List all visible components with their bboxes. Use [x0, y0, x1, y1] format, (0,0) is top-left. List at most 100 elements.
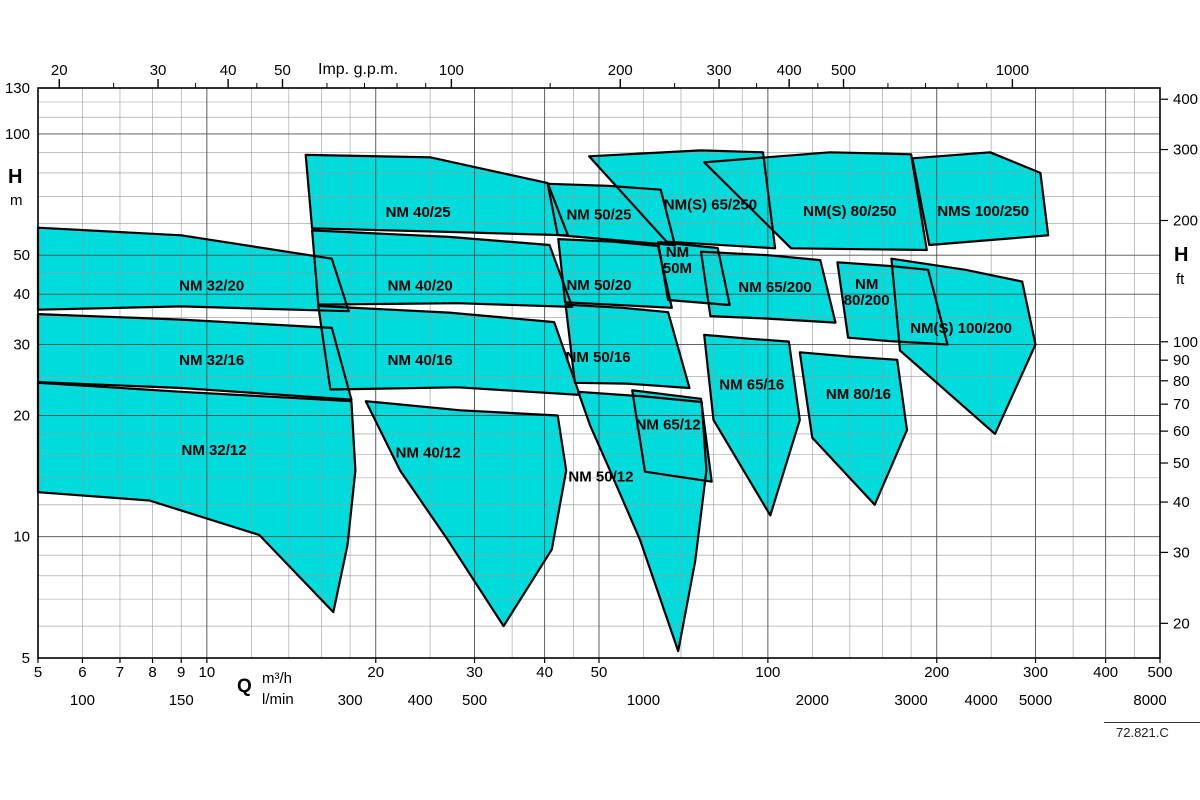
bottom-axis-title: Q	[237, 676, 252, 697]
region-outline-nm-50-20	[557, 238, 673, 309]
top-axis-ticks: 20 30 40 50 100 200 300 400 500 1000	[51, 62, 1029, 88]
region-label-nm-s-65-250: NM(S) 65/250	[664, 197, 757, 214]
svg-text:7: 7	[116, 664, 124, 681]
left-axis-ticks: 5 10 20 30 40 50 100 130	[5, 80, 30, 667]
region-fill-nm-32-20	[38, 227, 349, 312]
svg-text:20: 20	[367, 664, 384, 681]
region-label-nm-40-20: NM 40/20	[388, 278, 453, 295]
region-outline-nm-80-200	[836, 261, 949, 346]
region-label-nm-50m: NM	[666, 244, 689, 261]
svg-text:50: 50	[13, 247, 30, 264]
right-axis-title: H	[1174, 244, 1189, 266]
region-label-nm-80-200: NM	[855, 276, 878, 293]
svg-text:2000: 2000	[796, 692, 829, 709]
region-fill-nm-40-25	[305, 154, 568, 236]
region-outline-nm-32-12	[36, 381, 357, 614]
region-labels: NM 32/20 NM 32/16 NM 32/12 NM 40/25 NM 40/20…	[179, 197, 1029, 486]
svg-text:40: 40	[13, 286, 30, 303]
svg-text:30: 30	[1173, 544, 1190, 561]
svg-text:130: 130	[5, 80, 30, 97]
svg-text:5000: 5000	[1019, 692, 1052, 709]
region-label-nm-32-16: NM 32/16	[179, 352, 244, 369]
region-label-nm-40-12: NM 40/12	[396, 444, 461, 461]
svg-text:30: 30	[466, 664, 483, 681]
region-outline-nm-40-20	[311, 229, 574, 308]
region-outline-nm-50-12	[577, 390, 708, 653]
bottom-axis-ticks: 5 6 7 8 9 10 20 30 40 50 100 200 300 400 500 100 150 300 4…	[34, 658, 1173, 709]
region-label-nm-65-12: NM 65/12	[636, 416, 701, 433]
pump-region-outlines	[36, 149, 1050, 653]
region-label-nm-32-20: NM 32/20	[179, 278, 244, 295]
svg-text:200: 200	[924, 664, 949, 681]
region-fill-nm-65-12	[632, 390, 712, 482]
svg-text:100: 100	[5, 126, 30, 143]
right-axis-unit: ft	[1176, 271, 1185, 288]
region-label-nm-50-25: NM 50/25	[566, 207, 631, 224]
svg-text:500: 500	[462, 692, 487, 709]
region-outline-nm-65-200	[699, 250, 837, 324]
svg-text:90: 90	[1173, 352, 1190, 369]
region-outline-nms-100-250	[911, 151, 1050, 247]
svg-text:20: 20	[51, 62, 68, 79]
svg-text:20: 20	[13, 407, 30, 424]
svg-text:40: 40	[536, 664, 553, 681]
region-outline-nm-s-100-200	[890, 257, 1037, 435]
svg-text:300: 300	[707, 62, 732, 79]
svg-text:6: 6	[78, 664, 86, 681]
svg-text:400: 400	[1093, 664, 1118, 681]
region-label-nm-s-100-200: NM(S) 100/200	[910, 320, 1012, 337]
svg-text:150: 150	[169, 692, 194, 709]
svg-text:70: 70	[1173, 396, 1190, 413]
svg-text:200: 200	[1173, 212, 1198, 229]
region-outline-nm-40-12	[364, 400, 568, 628]
region-fill-nm-32-12	[38, 382, 356, 613]
region-fill-nm-s-100-200	[891, 258, 1036, 434]
region-outline-nm-80-16	[798, 351, 909, 506]
bottom-axis-unit-m3h: m³/h	[262, 670, 292, 687]
svg-text:100: 100	[70, 692, 95, 709]
region-fill-nms-100-250	[912, 152, 1049, 245]
svg-text:300: 300	[1173, 142, 1198, 159]
region-outline-nm-50-25	[546, 182, 677, 247]
svg-text:50: 50	[274, 62, 291, 79]
bottom-axis-unit-lmin: l/min	[262, 691, 294, 708]
region-fill-nm-32-16	[38, 314, 352, 400]
left-axis-unit: m	[10, 192, 23, 209]
svg-text:400: 400	[408, 692, 433, 709]
region-fill-nm-50-16	[565, 304, 690, 388]
region-label-nm-50-12: NM 50/12	[568, 469, 633, 486]
drawing-number-rule	[1104, 722, 1200, 723]
svg-text:3000: 3000	[894, 692, 927, 709]
region-label-nm-80-200: 80/200	[844, 292, 890, 309]
svg-text:10: 10	[13, 529, 30, 546]
region-outline-nm-65-16	[703, 333, 801, 517]
svg-text:300: 300	[338, 692, 363, 709]
region-label-nm-50-16: NM 50/16	[566, 349, 631, 366]
svg-text:40: 40	[220, 62, 237, 79]
svg-text:300: 300	[1023, 664, 1048, 681]
region-outline-nm-65-12	[631, 389, 713, 483]
svg-text:30: 30	[13, 337, 30, 354]
top-axis-unit-label: Imp. g.p.m.	[318, 61, 399, 78]
svg-text:100: 100	[439, 62, 464, 79]
svg-text:9: 9	[177, 664, 185, 681]
region-label-nm-65-200: NM 65/200	[738, 279, 811, 296]
drawing-number: 72.821.C	[1116, 725, 1169, 740]
region-label-nm-50m: 50M	[663, 260, 692, 277]
region-outline-nm-s-65-250	[588, 149, 777, 250]
region-label-nm-65-16: NM 65/16	[719, 376, 784, 393]
svg-text:80: 80	[1173, 373, 1190, 390]
region-outline-nm-50-16	[564, 303, 691, 390]
svg-text:500: 500	[1147, 664, 1172, 681]
region-fill-nm-40-16	[318, 306, 580, 395]
svg-text:50: 50	[1173, 455, 1190, 472]
svg-text:20: 20	[1173, 615, 1190, 632]
region-label-nm-40-16: NM 40/16	[388, 352, 453, 369]
svg-text:5: 5	[34, 664, 42, 681]
region-label-nm-80-16: NM 80/16	[826, 386, 891, 403]
svg-text:500: 500	[831, 62, 856, 79]
svg-text:100: 100	[755, 664, 780, 681]
grid	[37, 87, 1161, 659]
